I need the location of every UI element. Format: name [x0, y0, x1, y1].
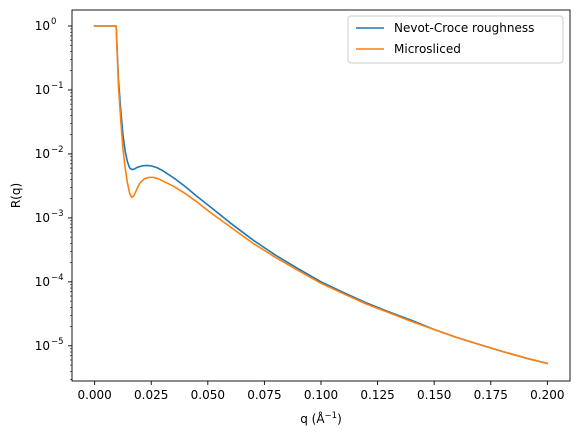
y-tick-exponent: −5 — [51, 337, 64, 347]
x-tick-label: 0.025 — [134, 388, 168, 402]
x-axis-label-exponent: −1 — [325, 411, 338, 421]
y-tick-label: 10 — [35, 211, 50, 225]
x-axis-label: q (Å−1) — [300, 411, 342, 426]
y-tick-label: 10 — [35, 83, 50, 97]
x-axis-label-main: q (Å — [300, 411, 325, 426]
series-line-1 — [93, 25, 549, 365]
x-tick-label: 0.175 — [474, 388, 508, 402]
y-tick-exponent: −4 — [51, 273, 64, 283]
series-layer — [93, 25, 549, 365]
plot-frame — [71, 9, 571, 382]
x-tick-label: 0.075 — [247, 388, 281, 402]
legend-label-1: Nevot-Croce roughness — [394, 21, 534, 35]
y-tick-exponent: 0 — [51, 17, 56, 27]
y-tick-exponent: −3 — [51, 209, 64, 219]
x-axis-label-close: ) — [337, 412, 342, 426]
x-tick-label: 0.100 — [304, 388, 338, 402]
y-axis-label: R(q) — [9, 183, 23, 208]
axes-layer: 0.000 0.025 0.050 0.075 0.100 0.125 0.150 0.175… — [9, 9, 571, 426]
x-tick-label: 0.200 — [530, 388, 564, 402]
y-tick-label: 10 — [35, 147, 50, 161]
legend: Nevot-Croce roughness Microsliced — [347, 15, 564, 64]
x-tick-label: 0.125 — [360, 388, 394, 402]
x-tick-label: 0.150 — [417, 388, 451, 402]
x-tick-label: 0.050 — [191, 388, 225, 402]
y-tick-label: 10 — [35, 275, 50, 289]
y-tick-exponent: −1 — [51, 81, 64, 91]
legend-box — [347, 15, 564, 64]
legend-label-2: Microsliced — [394, 42, 461, 56]
x-tick-label: 0.000 — [77, 388, 111, 402]
series-line-2 — [93, 25, 549, 365]
y-tick-label: 10 — [35, 19, 50, 33]
y-tick-label: 10 — [35, 339, 50, 353]
y-tick-exponent: −2 — [51, 145, 64, 155]
